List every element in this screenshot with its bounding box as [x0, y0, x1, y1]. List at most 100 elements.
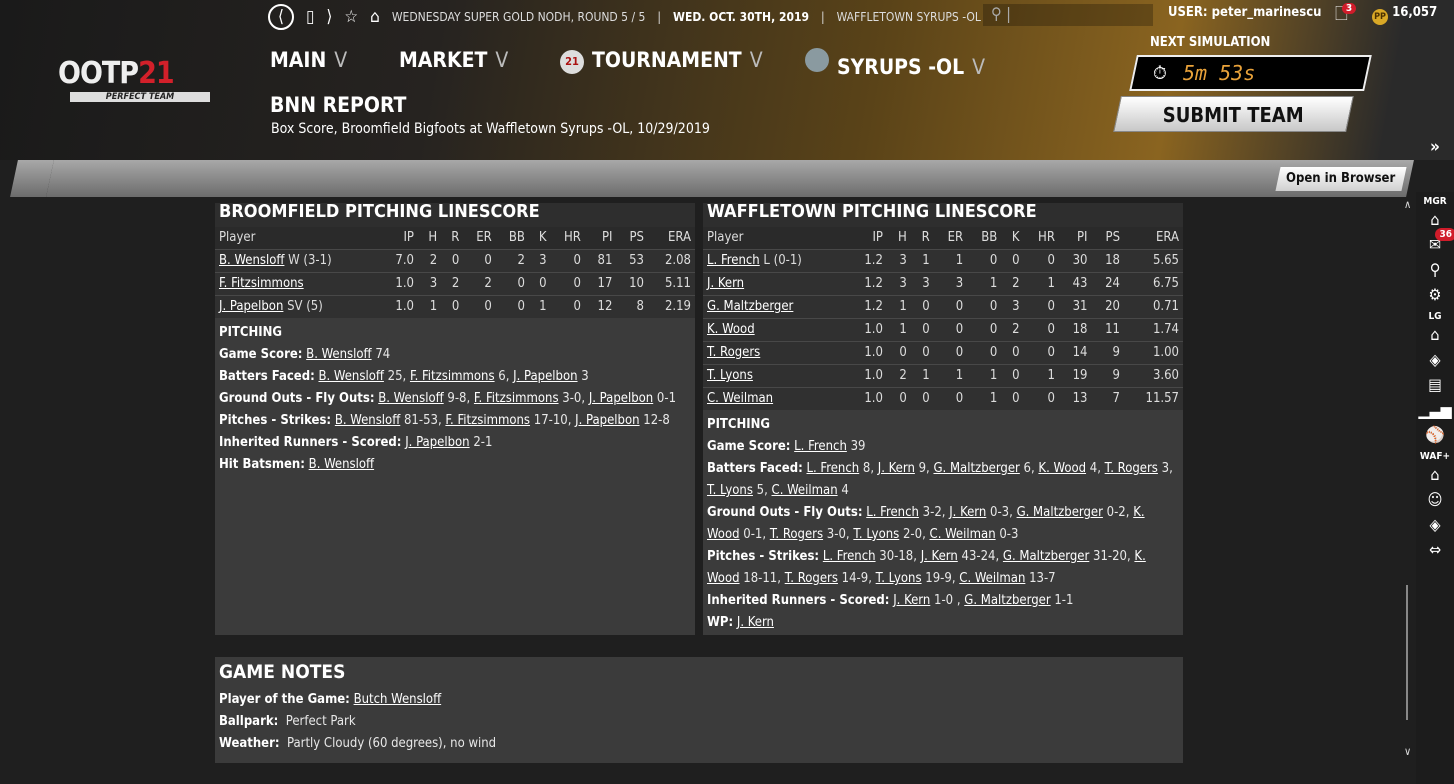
player-link[interactable]: J. Papelbon	[405, 435, 470, 450]
waffletown-pitching-panel: WAFFLETOWN PITCHING LINESCORE Player IP H R E…	[703, 203, 1183, 635]
nav-market[interactable]: MARKET V	[399, 48, 509, 72]
player-link[interactable]: T. Lyons	[875, 571, 922, 586]
player-link[interactable]: L. French	[822, 549, 876, 564]
scroll-up-arrow[interactable]: ∧	[1404, 198, 1412, 211]
trade-icon[interactable]: ⇔	[1428, 540, 1442, 559]
player-link[interactable]: J. Kern	[920, 549, 958, 564]
player-link[interactable]: T. Rogers	[769, 527, 824, 542]
baseball-icon[interactable]: ⚾	[1425, 425, 1445, 444]
stat-cell: 2	[1001, 271, 1024, 295]
player-link[interactable]: F. Fitzsimmons	[473, 391, 559, 406]
player-link[interactable]: J. Kern	[707, 276, 745, 291]
player-link[interactable]: G. Maltzberger	[1002, 549, 1090, 564]
notifications-button[interactable]: 🗋3	[1335, 3, 1362, 30]
player-link[interactable]: C. Weilman	[771, 483, 838, 498]
player-link[interactable]: F. Fitzsimmons	[445, 413, 531, 428]
player-link[interactable]: L. French	[707, 253, 760, 268]
star-icon[interactable]: ☆	[344, 7, 359, 27]
stat-cell: 3	[933, 271, 968, 295]
home-icon[interactable]: ⌂	[370, 7, 380, 27]
player-link[interactable]: K. Wood	[1038, 461, 1087, 476]
stat-cell: 1	[967, 386, 1002, 410]
diamond-icon[interactable]: ◈	[1429, 515, 1441, 534]
expand-icon[interactable]: »	[1430, 137, 1440, 157]
player-link[interactable]: C. Weilman	[929, 527, 996, 542]
pitching-note: Ground Outs - Fly Outs: B. Wensloff 9-8,…	[219, 391, 677, 406]
search-input[interactable]: ⚲ |	[983, 4, 1153, 26]
player-link[interactable]: B. Wensloff	[334, 413, 401, 428]
nav-main[interactable]: MAIN V	[270, 48, 348, 72]
stat-cell: 12	[584, 294, 617, 318]
gear-icon[interactable]: ⚙	[1428, 285, 1442, 304]
scroll-down-arrow[interactable]: ∨	[1404, 745, 1412, 758]
stat-cell: 0	[1023, 340, 1059, 364]
card-icon[interactable]: ▤	[1428, 375, 1442, 394]
submit-team-button[interactable]: SUBMIT TEAM	[1113, 96, 1354, 132]
player-link[interactable]: K. Wood	[707, 549, 1146, 586]
player-link[interactable]: F. Fitzsimmons	[219, 276, 304, 291]
player-link[interactable]: B. Wensloff	[308, 457, 375, 472]
page-subtitle: Box Score, Broomfield Bigfoots at Waffle…	[271, 121, 710, 137]
home-icon[interactable]: ⌂	[1430, 465, 1440, 484]
player-link[interactable]: J. Kern	[736, 615, 774, 630]
player-link[interactable]: K. Wood	[707, 322, 755, 337]
player-link[interactable]: J. Papelbon	[588, 391, 654, 406]
forward-icon[interactable]: ⟩	[326, 7, 333, 27]
column-header: Player	[215, 227, 382, 249]
player-link[interactable]: L. French	[806, 461, 860, 476]
stat-cell: 2.19	[647, 294, 695, 318]
player-link[interactable]: B. Wensloff	[318, 369, 384, 384]
home-icon[interactable]: ⌂	[1430, 210, 1440, 229]
player-link[interactable]: G. Maltzberger	[964, 593, 1051, 608]
stat-cell: 3	[886, 248, 911, 272]
home-icon[interactable]: ⌂	[1430, 325, 1440, 344]
player-link[interactable]: L. French	[794, 439, 847, 454]
player-icon[interactable]: ☺	[1427, 490, 1443, 509]
column-header: BB	[967, 227, 1002, 249]
player-link[interactable]: J. Kern	[949, 505, 987, 520]
scrollbar[interactable]	[1406, 585, 1408, 720]
logo[interactable]: OOTP21	[58, 56, 175, 91]
player-link[interactable]: T. Rogers	[1104, 461, 1158, 476]
player-link[interactable]: C. Weilman	[959, 571, 1026, 586]
player-link[interactable]: T. Rogers	[784, 571, 838, 586]
stat-cell: 17	[584, 271, 617, 295]
player-link[interactable]: J. Papelbon	[575, 413, 640, 428]
column-header: R	[441, 227, 464, 249]
player-link[interactable]: T. Lyons	[707, 483, 753, 498]
player-link[interactable]: B. Wensloff	[306, 347, 372, 362]
player-of-game-link[interactable]: Butch Wensloff	[353, 692, 442, 707]
player-link[interactable]: B. Wensloff	[219, 253, 285, 268]
player-link[interactable]: J. Kern	[877, 461, 915, 476]
player-link[interactable]: J. Papelbon	[513, 369, 578, 384]
back-icon[interactable]: ⟨	[268, 4, 294, 30]
nav-team[interactable]: SYRUPS -OL V	[805, 48, 985, 79]
table-row: T. Lyons 1.0 2 1 1 1 0 1 19 9 3.60	[703, 363, 1183, 387]
stat-cell: 14	[1058, 340, 1092, 364]
nav-tournament[interactable]: 21 TOURNAMENT V	[560, 48, 763, 74]
player-link[interactable]: J. Papelbon	[219, 299, 284, 315]
stat-cell: 10	[616, 271, 648, 295]
page-title: BNN REPORT	[270, 93, 407, 117]
player-link[interactable]: T. Lyons	[707, 368, 753, 383]
mail-icon[interactable]: ✉ 36	[1416, 228, 1454, 257]
player-link[interactable]: C. Weilman	[707, 391, 774, 407]
player-link[interactable]: G. Maltzberger	[707, 299, 794, 314]
player-link[interactable]: F. Fitzsimmons	[409, 369, 495, 384]
player-link[interactable]: K. Wood	[707, 505, 1145, 542]
page-icon[interactable]: ▯	[306, 7, 315, 27]
column-header: HR	[1023, 227, 1059, 249]
search-icon[interactable]: ⚲	[1429, 260, 1441, 279]
player-link[interactable]: B. Wensloff	[378, 391, 444, 406]
player-link[interactable]: G. Maltzberger	[1016, 505, 1103, 520]
bar-chart-icon[interactable]: ▁▃▅	[1418, 400, 1452, 419]
diamond-icon[interactable]: ◈	[1429, 350, 1441, 369]
stat-cell: 31	[1058, 294, 1092, 318]
player-link[interactable]: T. Rogers	[707, 345, 761, 360]
player-link[interactable]: G. Maltzberger	[933, 461, 1020, 476]
player-link[interactable]: T. Lyons	[853, 527, 900, 542]
player-link[interactable]: L. French	[866, 505, 919, 520]
player-link[interactable]: J. Kern	[893, 593, 931, 608]
column-header: K	[528, 227, 551, 249]
open-in-browser-button[interactable]: Open in Browser	[1275, 167, 1407, 191]
